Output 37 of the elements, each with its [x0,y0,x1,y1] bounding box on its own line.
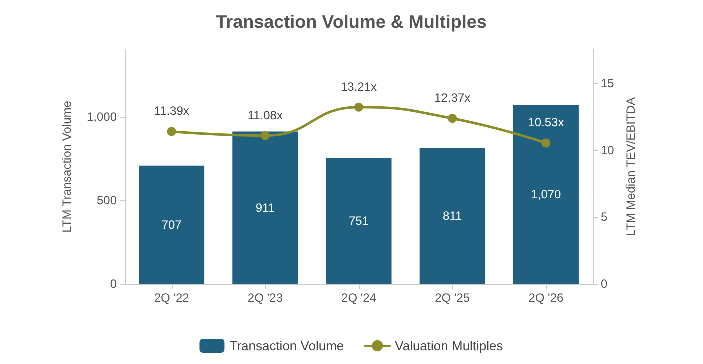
point [167,127,176,136]
legend-label: Transaction Volume [230,338,344,354]
y-tick-label: 500 [96,193,118,208]
x-tick-label: 2Q '22 [154,291,190,305]
x-tick-label: 2Q '23 [248,291,284,305]
bar [139,166,205,284]
y-tick-label: 1,000 [86,110,118,124]
point [448,114,458,124]
x-tick-label: 2Q '26 [528,291,564,305]
y-axis-title: LTM Transaction Volume [60,100,74,233]
point [354,102,364,112]
chart-title: Transaction Volume & Multiples [216,12,487,32]
y2-tick-label: 10 [601,143,615,158]
bar [232,132,298,284]
data-label: 811 [443,209,462,224]
data-label: 11.39x [154,104,190,118]
y-tick-label: 0 [110,277,118,291]
data-label: 11.08x [248,108,283,122]
data-label: 707 [162,218,182,232]
y2-axis-title: LTM Median TEV/EBITDA [624,98,638,236]
point [542,138,551,148]
point [260,131,270,140]
data-label: 911 [256,200,276,215]
x-tick-label: 2Q '25 [435,291,470,305]
data-label: 1,070 [531,188,562,202]
legend-label: Valuation Multiples [395,338,504,354]
y2-tick-label: 5 [601,210,608,224]
data-label: 13.21x [340,80,378,94]
bar [420,148,486,284]
y2-tick-label: 0 [601,277,608,291]
x-tick-label: 2Q '24 [342,291,377,305]
data-label: 751 [348,214,370,228]
y2-tick-label: 15 [601,76,615,90]
bar [513,105,579,284]
data-label: 12.37x [434,91,471,106]
bar [326,158,392,284]
data-label: 10.53x [528,116,564,130]
